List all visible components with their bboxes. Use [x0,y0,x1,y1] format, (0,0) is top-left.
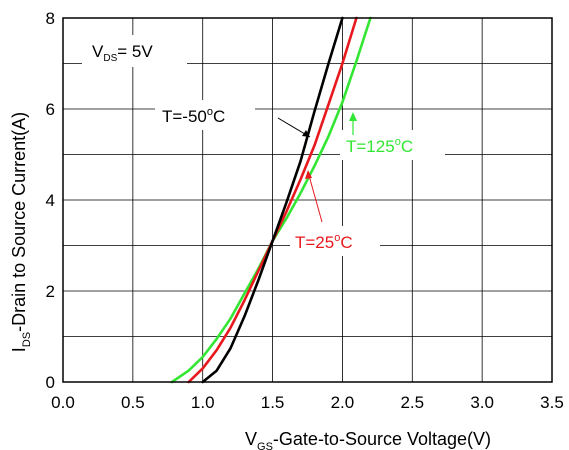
series-lines [170,16,372,384]
series-line [201,16,344,384]
y-tick-label: 6 [46,100,55,119]
label-t-minus50: T=-50oC [155,100,311,138]
svg-text:T=25oC: T=25oC [295,232,353,252]
x-tick-label: 1.5 [261,393,285,412]
x-axis-title: VGS-Gate-to-Source Voltage(V) [245,429,491,450]
leader-t-25 [307,171,323,223]
x-tick-label: 3.5 [540,393,564,412]
y-tick-label: 8 [46,9,55,28]
svg-text:VDS= 5V: VDS= 5V [92,42,153,64]
y-tick-label: 4 [46,191,55,210]
y-tick-label: 2 [46,282,55,301]
svg-text:IDS-Drain to Source Current(A): IDS-Drain to Source Current(A) [9,112,33,352]
x-tick-label: 2.5 [400,393,424,412]
tick-labels: 0.0 0.5 1.0 1.5 2.0 2.5 3.0 3.5 0 2 4 6 8 [46,9,564,412]
label-t-25: T=25oC [290,171,380,256]
x-tick-label: 1.0 [191,393,215,412]
svg-text:T=125oC: T=125oC [346,136,413,156]
arrowhead-t-125 [349,112,357,121]
arrowhead-t-minus50 [302,130,310,137]
y-axis-title: IDS-Drain to Source Current(A) [9,112,33,352]
x-tick-label: 0.5 [121,393,145,412]
svg-text:T=-50oC: T=-50oC [162,106,225,126]
plot-frame [62,17,553,383]
x-tick-label: 0.0 [51,393,75,412]
x-tick-label: 2.0 [331,393,355,412]
condition-label: VDS= 5V [82,35,187,67]
y-tick-label: 0 [46,373,55,392]
svg-text:VGS-Gate-to-Source Voltage(V): VGS-Gate-to-Source Voltage(V) [245,429,491,450]
x-tick-label: 3.0 [470,393,494,412]
arrowhead-t-25 [305,170,312,179]
annotations: VDS= 5V T=-50oC T=125oC T=25oC [82,35,445,256]
label-t-125: T=125oC [340,115,445,160]
grid [63,18,552,382]
